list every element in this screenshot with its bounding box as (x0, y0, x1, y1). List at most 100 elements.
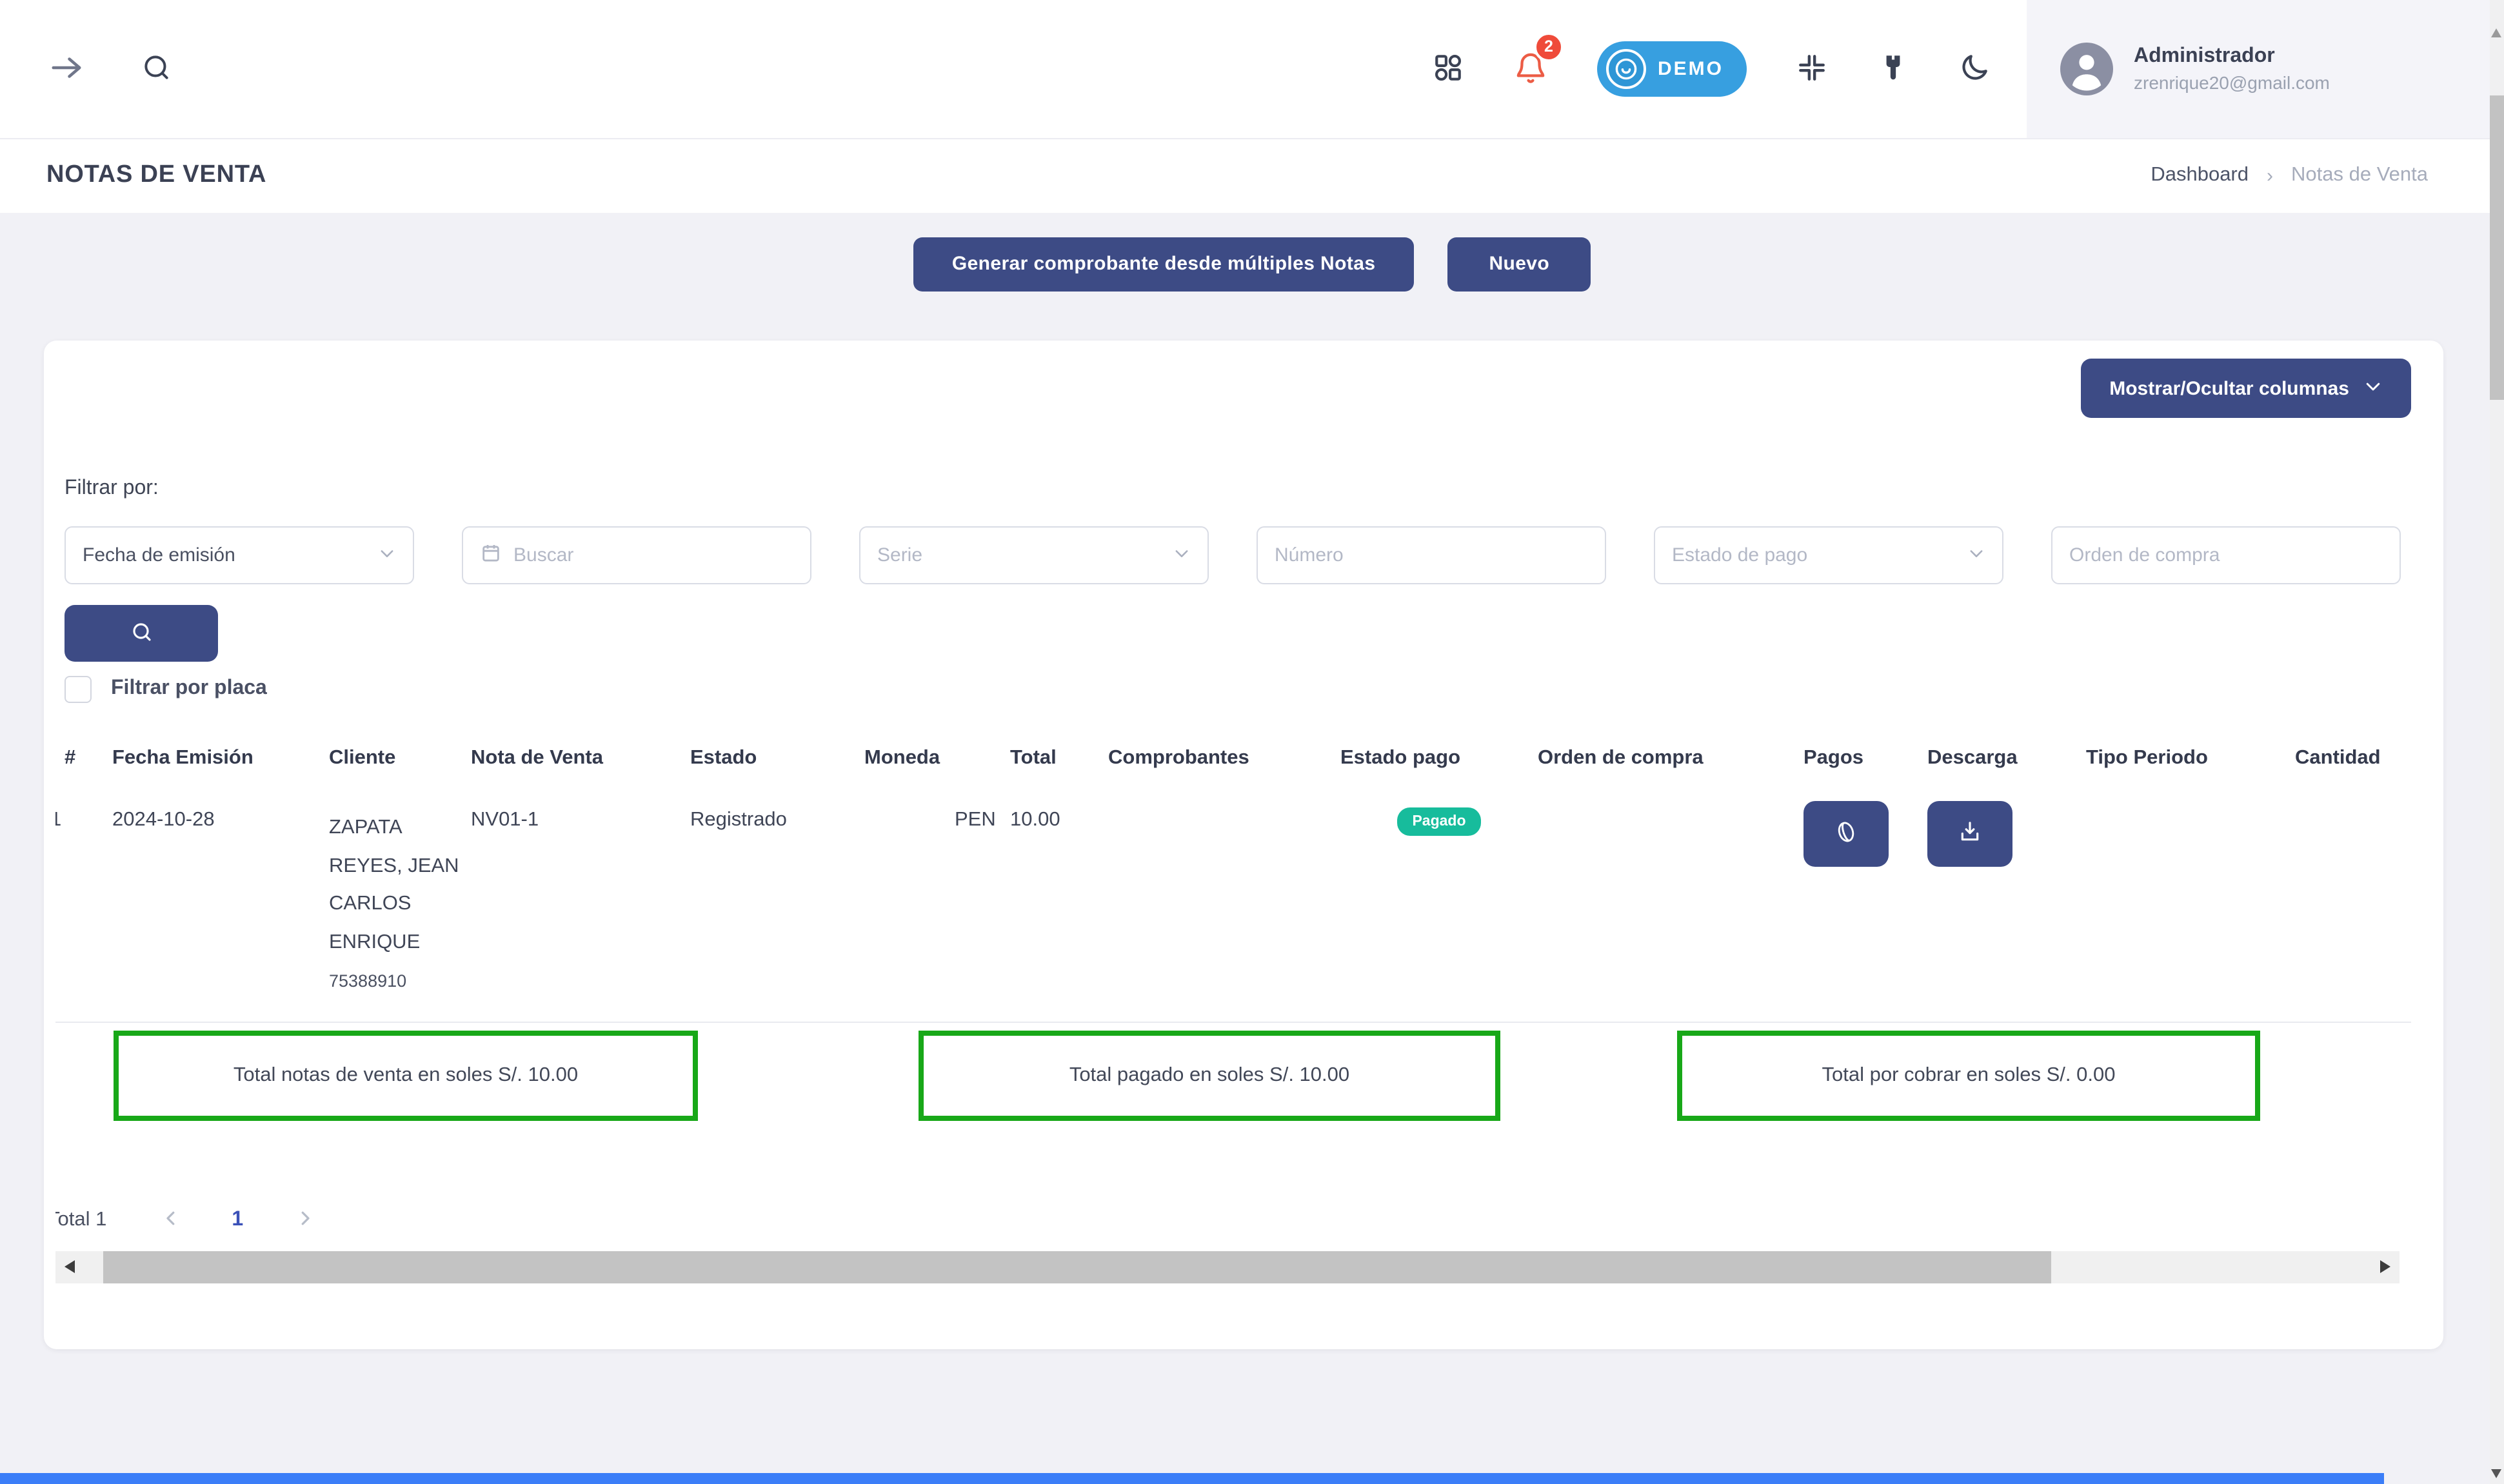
cell-pagos (1803, 788, 1927, 1023)
col-header-moneda: Moneda (864, 747, 940, 769)
breadcrumb-current: Notas de Venta (2291, 164, 2428, 186)
pagination-next-button[interactable] (295, 1209, 314, 1232)
scroll-down-arrow-icon[interactable] (2491, 1469, 2501, 1478)
cell-comprobantes (1108, 788, 1340, 1023)
filter-fecha-emision-select[interactable]: Fecha de emisión (65, 526, 414, 584)
chevron-right-icon (295, 1209, 314, 1232)
calendar-icon (480, 542, 502, 569)
demo-account-button[interactable]: DEMO (1597, 41, 1747, 97)
user-menu[interactable]: Administrador zrenrique20@gmail.com (2027, 0, 2504, 138)
arrow-right-icon (49, 50, 84, 88)
col-header-estado: Estado (690, 747, 757, 769)
pagination-prev-button[interactable] (161, 1209, 180, 1232)
filter-estado-pago-select[interactable]: Estado de pago (1654, 526, 2003, 584)
user-email: zrenrique20@gmail.com (2134, 72, 2330, 94)
bottom-progress-bar (0, 1472, 2384, 1484)
search-icon (130, 620, 153, 647)
brand-logo-icon (1606, 49, 1646, 89)
numero-input[interactable] (1275, 544, 1588, 566)
cell-estado: Registrado (690, 788, 864, 1023)
cell-num: 1 (55, 788, 112, 1023)
cell-estado-pago: Pagado (1340, 788, 1538, 1023)
actions-row: Generar comprobante desde múltiples Nota… (0, 212, 2504, 341)
pagination-total-label: Total 1 (55, 1209, 107, 1231)
new-note-button[interactable]: Nuevo (1447, 237, 1591, 291)
fullscreen-compress-button[interactable] (1796, 51, 1828, 87)
topbar: 2 DEMO (0, 0, 2504, 138)
scroll-up-arrow-icon[interactable] (2491, 28, 2501, 37)
filter-orden-compra-input-wrap (2051, 526, 2401, 584)
vertical-scrollbar[interactable] (2490, 0, 2504, 1484)
paint-brush-icon (1877, 51, 1909, 87)
cell-nota-de-venta: NV01-1 (471, 788, 690, 1023)
cell-descarga (1927, 788, 2086, 1023)
compress-icon (1796, 51, 1828, 87)
bell-icon (1513, 50, 1548, 88)
col-header-comprobantes: Comprobantes (1108, 747, 1249, 769)
chevron-down-icon (1967, 544, 1985, 567)
table-scroll-region: # Fecha Emisión Cliente Nota de Venta Es… (55, 729, 2411, 1283)
vertical-scrollbar-thumb[interactable] (2490, 95, 2504, 400)
cell-moneda: PEN (864, 788, 1010, 1023)
breadcrumb: Dashboard › Notas de Venta (2151, 164, 2428, 188)
breadcrumb-dashboard-link[interactable]: Dashboard (2151, 164, 2249, 186)
filtrar-por-placa-label: Filtrar por placa (111, 677, 267, 699)
filter-serie-select[interactable]: Serie (859, 526, 1209, 584)
col-header-pagos: Pagos (1803, 747, 1864, 769)
orden-compra-input[interactable] (2069, 544, 2383, 566)
download-icon (1957, 819, 1983, 849)
col-header-orden-de-compra: Orden de compra (1538, 747, 1704, 769)
apply-filters-search-button[interactable] (65, 605, 218, 662)
col-header-cantidad: Cantidad (2295, 747, 2381, 769)
filter-by-label: Filtrar por: (65, 477, 159, 499)
notification-count-badge: 2 (1534, 32, 1564, 61)
toggle-columns-label: Mostrar/Ocultar columnas (2109, 377, 2349, 399)
apps-grid-button[interactable] (1432, 51, 1464, 87)
chevron-left-icon (161, 1209, 180, 1232)
download-button[interactable] (1927, 801, 2012, 867)
cell-orden-de-compra (1538, 788, 1803, 1023)
table-row: 1 2024-10-28 ZAPATA REYES, JEAN CARLOS E… (55, 788, 2411, 1023)
generate-from-multiple-notes-button[interactable]: Generar comprobante desde múltiples Nota… (913, 237, 1415, 291)
notes-card: Mostrar/Ocultar columnas Filtrar por: Fe… (44, 341, 2443, 1349)
scroll-left-arrow-icon[interactable] (65, 1260, 75, 1273)
total-pagado-box: Total pagado en soles S/. 10.00 (919, 1031, 1500, 1121)
horizontal-scrollbar[interactable] (55, 1251, 2400, 1283)
toggle-columns-button[interactable]: Mostrar/Ocultar columnas (2081, 359, 2411, 418)
dark-mode-button[interactable] (1958, 51, 1991, 87)
col-header-total: Total (1010, 747, 1057, 769)
cliente-nombre: ZAPATA REYES, JEAN CARLOS ENRIQUE (329, 816, 459, 953)
breadcrumb-separator-icon: › (2267, 164, 2273, 187)
cell-fecha-emision: 2024-10-28 (112, 788, 329, 1023)
total-notas-box: Total notas de venta en soles S/. 10.00 (114, 1031, 698, 1121)
theme-customizer-button[interactable] (1877, 51, 1909, 87)
col-header-estado-pago: Estado pago (1340, 747, 1461, 769)
filters-row: Fecha de emisión Serie (65, 526, 2411, 584)
filter-numero-input-wrap (1257, 526, 1606, 584)
page-title: NOTAS DE VENTA (46, 161, 267, 189)
scroll-right-arrow-icon[interactable] (2380, 1260, 2390, 1273)
estado-pago-placeholder: Estado de pago (1672, 544, 1808, 566)
col-header-fecha-emision: Fecha Emisión (112, 747, 253, 769)
paid-status-badge: Pagado (1396, 807, 1482, 836)
global-search-button[interactable] (141, 51, 173, 87)
col-header-num: # (65, 747, 76, 769)
cell-cliente: ZAPATA REYES, JEAN CARLOS ENRIQUE 753889… (329, 788, 471, 1023)
notifications-button[interactable]: 2 (1513, 32, 1564, 88)
chevron-down-icon (1173, 544, 1191, 567)
horizontal-scrollbar-thumb[interactable] (103, 1251, 2051, 1283)
sidebar-toggle-button[interactable] (49, 50, 84, 88)
filtrar-por-placa-checkbox[interactable] (65, 675, 92, 702)
pagination: Total 1 1 (55, 1201, 2411, 1240)
col-header-tipo-periodo: Tipo Periodo (2086, 747, 2208, 769)
apps-grid-icon (1432, 51, 1464, 87)
pagination-page-1[interactable]: 1 (232, 1209, 244, 1231)
fecha-emision-value: Fecha de emisión (83, 544, 235, 566)
cell-tipo-periodo (2086, 788, 2295, 1023)
search-icon (141, 51, 173, 87)
buscar-input[interactable] (513, 544, 793, 566)
table-header-row: # Fecha Emisión Cliente Nota de Venta Es… (55, 729, 2411, 788)
payments-button[interactable] (1803, 801, 1889, 867)
total-por-cobrar-box: Total por cobrar en soles S/. 0.00 (1677, 1031, 2260, 1121)
